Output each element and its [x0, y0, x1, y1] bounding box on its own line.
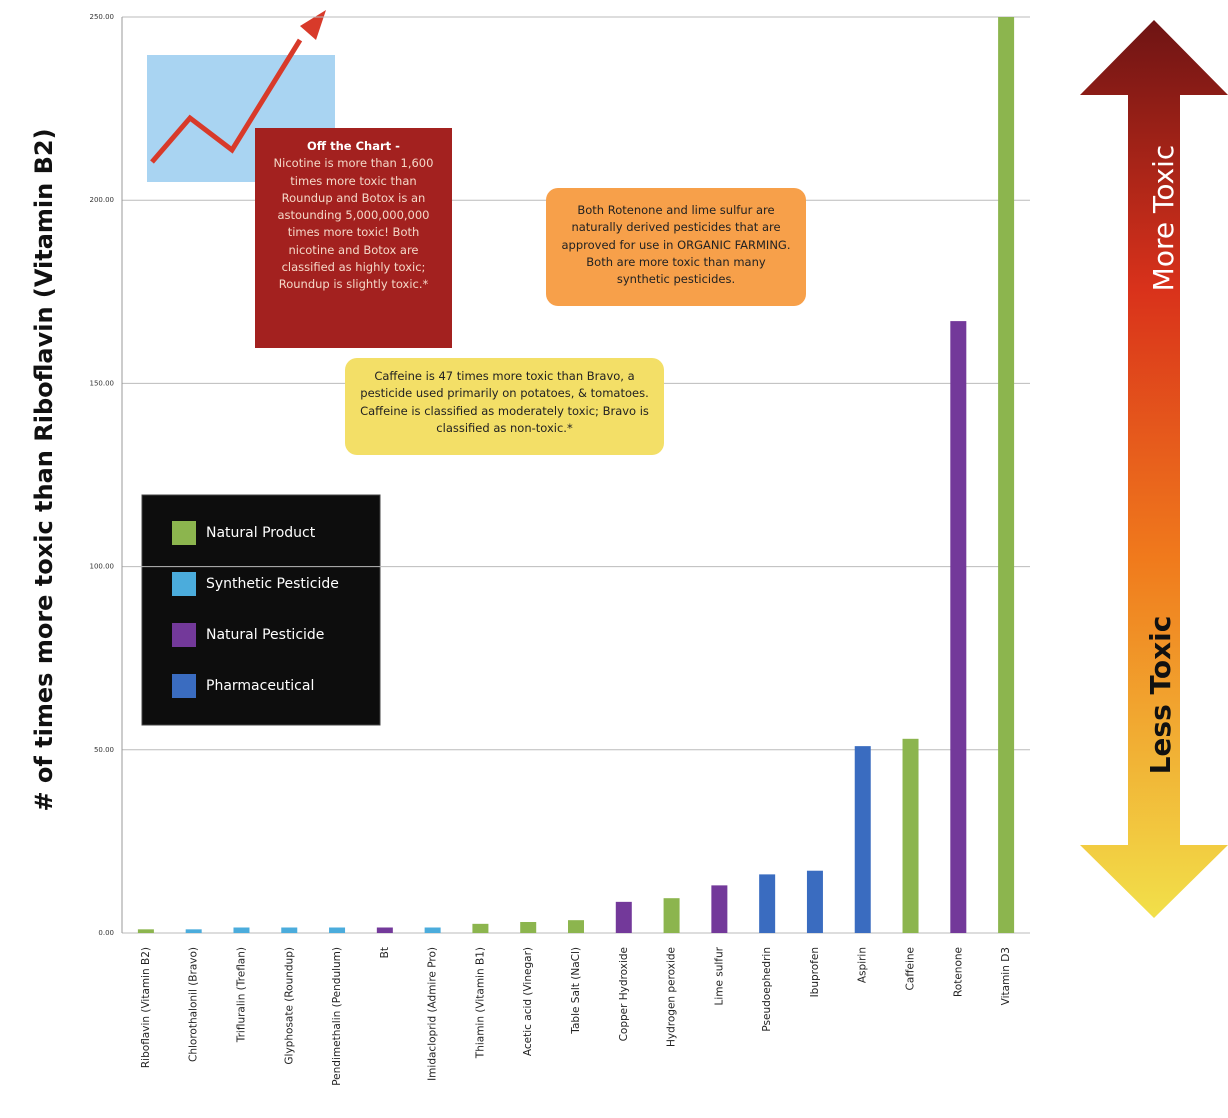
bar — [329, 928, 345, 933]
arrow-bottom-label: Less Toxic — [1144, 616, 1177, 775]
x-tick-label: Caffeine — [905, 947, 917, 991]
annotation-text: Nicotine is more than 1,600 times more t… — [267, 155, 440, 293]
bar — [233, 928, 249, 933]
bar — [903, 739, 919, 933]
page: More Toxic Less Toxic # of times more to… — [0, 0, 1228, 1118]
x-tick-label: Aspirin — [857, 947, 869, 983]
x-tick-label: Imidacloprid (Admire Pro) — [427, 947, 439, 1081]
x-tick-label: Glyphosate (Roundup) — [283, 947, 295, 1065]
y-tick-label: 250.00 — [90, 13, 115, 21]
bar — [855, 746, 871, 933]
x-tick-label: Hydrogen peroxide — [666, 947, 678, 1047]
y-tick-label: 0.00 — [98, 929, 114, 937]
bar — [950, 321, 966, 933]
arrow-top-label: More Toxic — [1147, 145, 1180, 292]
bar — [472, 924, 488, 933]
y-tick-label: 50.00 — [94, 746, 114, 754]
bar — [425, 928, 441, 933]
decor-arrowhead — [300, 10, 326, 40]
x-tick-label: Pseudoephedrin — [761, 947, 773, 1032]
x-tick-label: Acetic acid (Vinegar) — [522, 947, 534, 1056]
bar — [138, 929, 154, 933]
y-tick-label: 100.00 — [90, 563, 115, 571]
legend-swatch — [172, 521, 196, 545]
y-axis-title: # of times more toxic than Riboflavin (V… — [30, 128, 58, 811]
bar — [520, 922, 536, 933]
legend-swatch — [172, 572, 196, 596]
bar — [568, 920, 584, 933]
x-tick-label: Chlorothalonil (Bravo) — [188, 947, 200, 1062]
bar — [998, 17, 1014, 933]
bar — [281, 928, 297, 933]
bar — [377, 928, 393, 933]
y-tick-label: 150.00 — [90, 379, 115, 387]
x-tick-label: Table Salt (NaCl) — [570, 947, 582, 1035]
x-tick-label: Riboflavin (Vitamin B2) — [140, 947, 152, 1068]
annotation-box: Caffeine is 47 times more toxic than Bra… — [345, 358, 664, 455]
legend-swatch — [172, 623, 196, 647]
x-tick-label: Pendimethalin (Pendulum) — [331, 947, 343, 1086]
x-tick-label: Trifluralin (Treflan) — [235, 947, 247, 1043]
chart: More Toxic Less Toxic # of times more to… — [0, 0, 1228, 1118]
annotation-text: Caffeine is 47 times more toxic than Bra… — [357, 368, 652, 437]
x-tick-label: Thiamin (Vitamin B1) — [474, 947, 486, 1059]
bar — [616, 902, 632, 933]
x-tick-label: Ibuprofen — [809, 947, 821, 997]
bar — [664, 898, 680, 933]
x-tick-label: Copper Hydroxide — [618, 947, 630, 1041]
annotation-title: Off the Chart - — [267, 138, 440, 155]
annotation-text: Both Rotenone and lime sulfur are natura… — [558, 202, 794, 288]
legend-swatch — [172, 674, 196, 698]
x-tick-label: Bt — [379, 947, 391, 958]
bar — [711, 885, 727, 933]
annotation-box: Off the Chart - Nicotine is more than 1,… — [255, 128, 452, 348]
bar — [759, 874, 775, 933]
legend-label: Natural Pesticide — [206, 627, 324, 643]
bar — [807, 871, 823, 933]
legend-label: Synthetic Pesticide — [206, 576, 339, 592]
y-tick-label: 200.00 — [90, 196, 115, 204]
x-tick-label: Lime sulfur — [713, 946, 725, 1005]
x-tick-label: Rotenone — [952, 947, 964, 997]
bar — [186, 929, 202, 933]
legend-label: Pharmaceutical — [206, 678, 314, 694]
legend-label: Natural Product — [206, 525, 316, 541]
x-tick-label: Vitamin D3 — [1000, 947, 1012, 1005]
annotation-box: Both Rotenone and lime sulfur are natura… — [546, 188, 806, 306]
